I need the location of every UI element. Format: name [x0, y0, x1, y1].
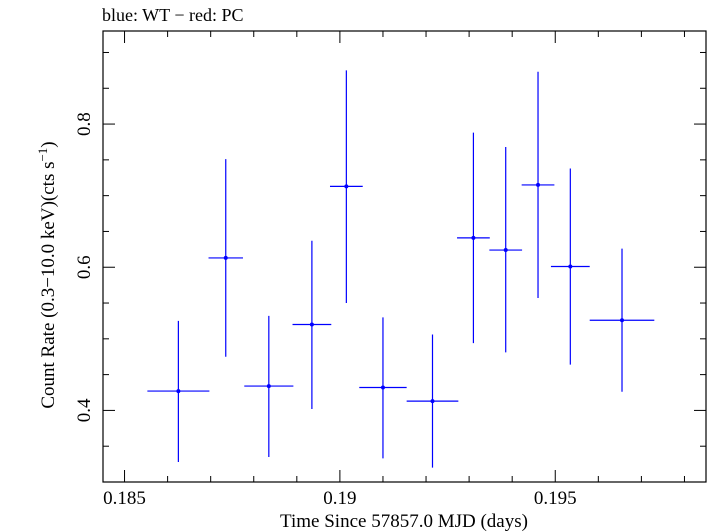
y-axis-label-main: Count Rate (0.3−10.0 keV)(cts s: [38, 162, 59, 409]
point-marker: [344, 184, 349, 189]
plot-frame: [102, 30, 707, 483]
point-marker: [223, 255, 228, 260]
data-point: [489, 146, 523, 353]
data-point: [457, 132, 490, 344]
data-point: [147, 320, 210, 462]
y-tick-label: 0.6: [74, 255, 95, 279]
data-point: [329, 70, 363, 304]
data-point: [589, 248, 655, 392]
y-axis-label-exponent: −1: [35, 148, 50, 162]
point-marker: [471, 235, 476, 240]
axis-tick-labels: 0.185 0.19 0.195 0.4 0.6 0.8: [74, 112, 577, 509]
data-point: [292, 240, 332, 409]
axis-ticks: [103, 31, 706, 483]
chart-title: blue: WT − red: PC: [102, 5, 243, 25]
point-marker: [430, 399, 435, 404]
point-marker: [568, 264, 573, 269]
y-axis-label-close: ): [38, 141, 59, 147]
data-points: [147, 70, 655, 468]
data-point: [521, 71, 555, 299]
data-point: [244, 315, 294, 457]
x-tick-label: 0.195: [534, 488, 577, 509]
point-marker: [380, 385, 385, 390]
data-point: [406, 334, 459, 468]
point-marker: [309, 322, 314, 327]
point-marker: [176, 389, 181, 394]
x-tick-label: 0.185: [103, 488, 146, 509]
y-tick-label: 0.8: [74, 112, 95, 136]
point-marker: [503, 248, 508, 253]
point-marker: [266, 384, 271, 389]
data-point: [550, 168, 590, 365]
y-tick-label: 0.4: [74, 398, 95, 422]
point-marker: [620, 318, 625, 323]
x-axis-label: Time Since 57857.0 MJD (days): [280, 511, 528, 532]
point-marker: [536, 182, 541, 187]
data-point: [359, 317, 407, 459]
y-axis-label: Count Rate (0.3−10.0 keV)(cts s−1): [35, 141, 59, 408]
x-tick-label: 0.19: [323, 488, 356, 509]
data-point: [208, 159, 243, 357]
